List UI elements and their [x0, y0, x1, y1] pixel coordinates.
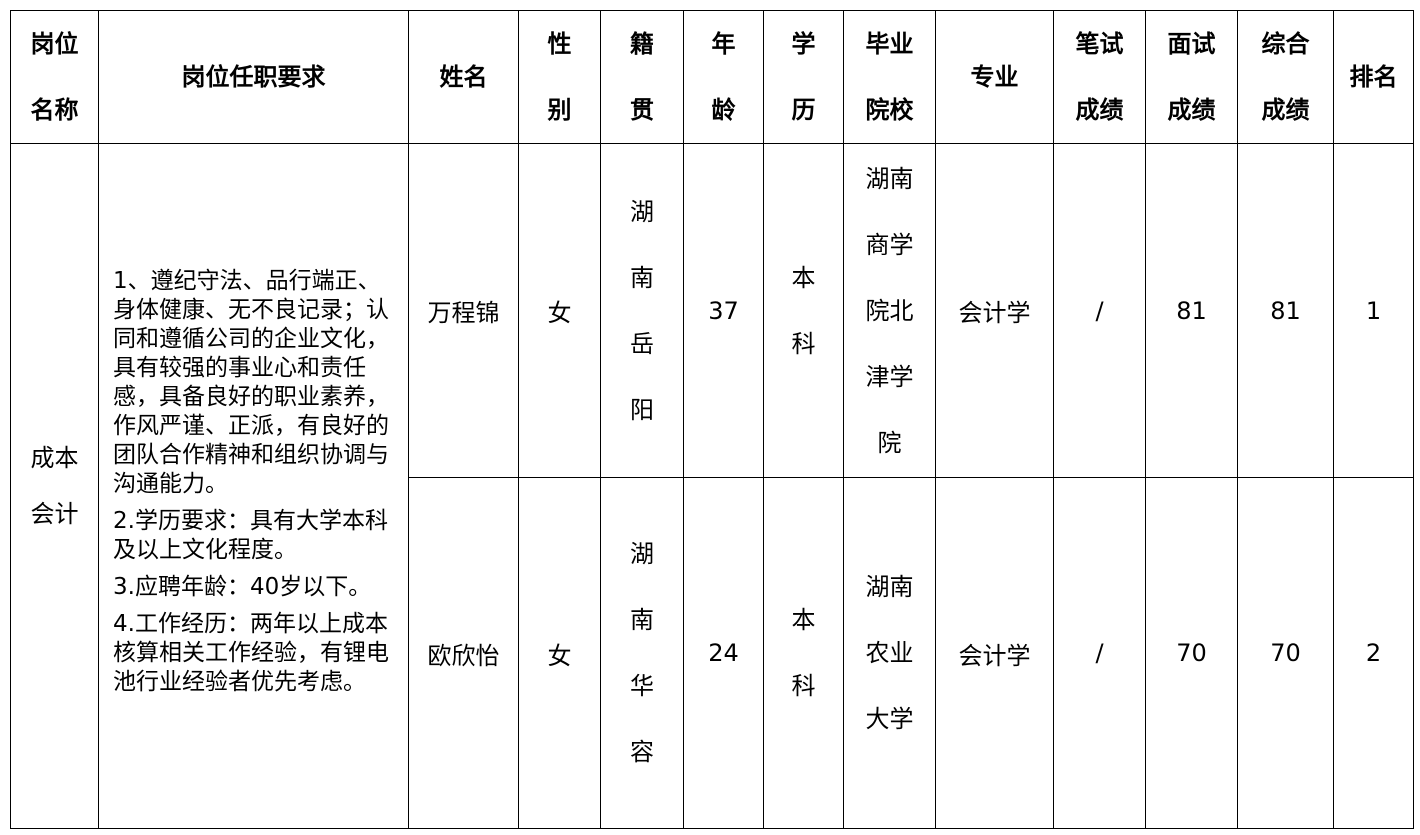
header-major: 专业 — [935, 10, 1054, 144]
header-requirements: 岗位任职要求 — [98, 10, 409, 144]
major-cell: 会计学 — [935, 143, 1054, 478]
education-cell: 本科 — [763, 143, 844, 478]
interview-score-cell: 70 — [1145, 477, 1238, 829]
total-score-cell: 81 — [1237, 143, 1334, 478]
written-score-cell: / — [1053, 143, 1146, 478]
header-row: 岗位名称 岗位任职要求 姓名 性别 籍贯 年龄 学历 毕业院校 专业 笔试成绩 … — [10, 10, 1414, 144]
name-cell: 欧欣怡 — [408, 477, 519, 829]
header-hometown: 籍贯 — [600, 10, 684, 144]
requirement-item: 3.应聘年龄：40岁以下。 — [113, 574, 372, 600]
rank-cell: 2 — [1333, 477, 1414, 829]
position-cell: 成本会计 — [10, 143, 99, 829]
header-rank: 排名 — [1333, 10, 1414, 144]
header-name: 姓名 — [408, 10, 519, 144]
major-cell: 会计学 — [935, 477, 1054, 829]
school-cell: 湖南商学院北津学院 — [843, 143, 936, 478]
hometown-cell: 湖南岳阳 — [600, 143, 684, 478]
hometown-cell: 湖南华容 — [600, 477, 684, 829]
header-education: 学历 — [763, 10, 844, 144]
requirements-cell: 1、遵纪守法、品行端正、身体健康、无不良记录；认同和遵循公司的企业文化，具有较强… — [98, 143, 409, 829]
age-cell: 24 — [683, 477, 764, 829]
table-row: 欧欣怡 女 湖南华容 24 本科 湖南农业大学 会计学 / 70 70 2 — [11, 477, 1414, 829]
header-school: 毕业院校 — [843, 10, 936, 144]
total-score-cell: 70 — [1237, 477, 1334, 829]
age-cell: 37 — [683, 143, 764, 478]
header-written: 笔试成绩 — [1053, 10, 1146, 144]
requirement-item: 2.学历要求：具有大学本科及以上文化程度。 — [113, 508, 388, 563]
school-cell: 湖南农业大学 — [843, 477, 936, 829]
requirement-item: 1、遵纪守法、品行端正、身体健康、无不良记录；认同和遵循公司的企业文化，具有较强… — [113, 268, 389, 497]
written-score-cell: / — [1053, 477, 1146, 829]
rank-cell: 1 — [1333, 143, 1414, 478]
header-interview: 面试成绩 — [1145, 10, 1238, 144]
header-position: 岗位名称 — [10, 10, 99, 144]
gender-cell: 女 — [518, 477, 601, 829]
header-age: 年龄 — [683, 10, 764, 144]
candidate-table: 岗位名称 岗位任职要求 姓名 性别 籍贯 年龄 学历 毕业院校 专业 笔试成绩 … — [10, 10, 1414, 829]
name-cell: 万程锦 — [408, 143, 519, 478]
requirement-item: 4.工作经历：两年以上成本核算相关工作经验，有锂电池行业经验者优先考虑。 — [113, 611, 389, 695]
header-gender: 性别 — [518, 10, 601, 144]
education-cell: 本科 — [763, 477, 844, 829]
interview-score-cell: 81 — [1145, 143, 1238, 478]
table-row: 成本会计 1、遵纪守法、品行端正、身体健康、无不良记录；认同和遵循公司的企业文化… — [10, 143, 1414, 829]
header-total: 综合成绩 — [1237, 10, 1334, 144]
gender-cell: 女 — [518, 143, 601, 478]
